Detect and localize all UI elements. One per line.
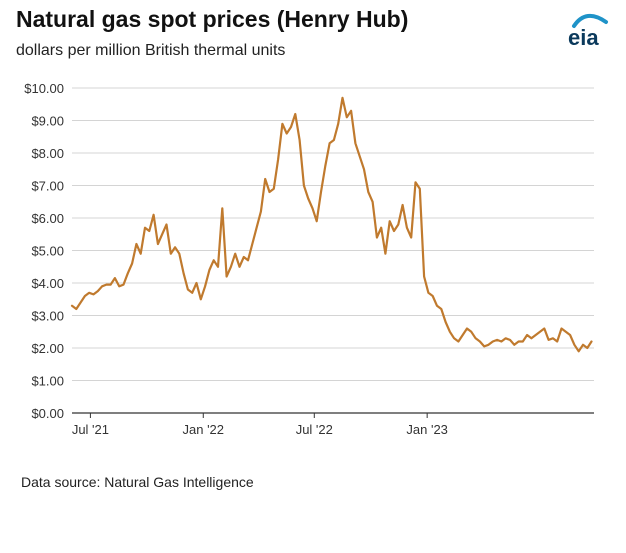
x-tick-label: Jul '22 <box>296 422 333 437</box>
x-tick-label: Jan '23 <box>406 422 448 437</box>
y-tick-label: $9.00 <box>31 114 64 129</box>
data-source-note: Data source: Natural Gas Intelligence <box>21 474 254 490</box>
y-tick-label: $10.00 <box>24 81 64 96</box>
x-tick-label: Jan '22 <box>183 422 225 437</box>
y-tick-label: $5.00 <box>31 244 64 259</box>
price-series-line <box>70 96 593 353</box>
y-tick-label: $8.00 <box>31 146 64 161</box>
y-tick-label: $4.00 <box>31 276 64 291</box>
svg-text:eia: eia <box>568 25 599 50</box>
eia-logo: eia <box>568 14 608 50</box>
y-tick-label: $7.00 <box>31 179 64 194</box>
y-tick-label: $2.00 <box>31 341 64 356</box>
y-tick-label: $3.00 <box>31 309 64 324</box>
y-tick-label: $6.00 <box>31 211 64 226</box>
y-tick-label: $0.00 <box>31 406 64 421</box>
chart-subtitle: dollars per million British thermal unit… <box>16 42 286 59</box>
y-tick-label: $1.00 <box>31 374 64 389</box>
x-tick-label: Jul '21 <box>72 422 109 437</box>
chart-title: Natural gas spot prices (Henry Hub) <box>16 6 409 32</box>
